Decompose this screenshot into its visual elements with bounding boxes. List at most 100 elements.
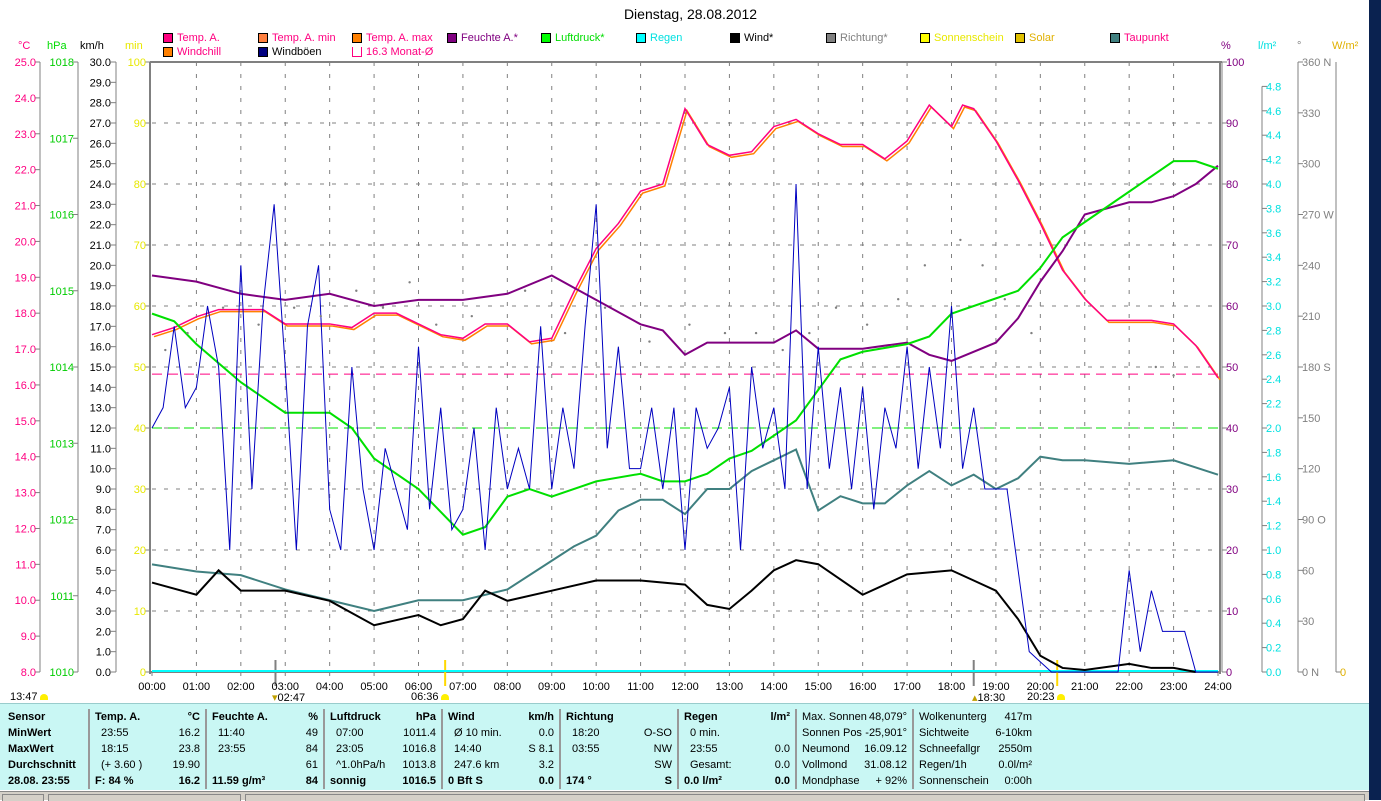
x-tick-label: 00:00	[138, 681, 166, 693]
value: 0.0	[774, 743, 790, 755]
axis-label-temp: 9.0	[21, 631, 36, 643]
label: Neumond	[802, 743, 850, 755]
label: Luftdruck	[330, 711, 381, 723]
column-header: Wind km/h	[448, 709, 554, 725]
event-marker: ▾02:47	[272, 691, 305, 704]
axis-label-direction: 0 N	[1302, 667, 1319, 679]
value: 0.0	[774, 759, 790, 771]
event-time: 06:36	[411, 691, 439, 703]
axis-label-temp: 18.0	[15, 308, 36, 320]
axis-label-wind: 0.0	[96, 667, 111, 679]
value: 0.0l/m²	[998, 759, 1032, 771]
axis-label-sun: 90	[134, 118, 146, 130]
info-row: Neumond 16.09.12	[802, 741, 907, 757]
legend-label: Windchill	[177, 46, 222, 58]
axis-label-direction: 180 S	[1302, 362, 1331, 374]
legend-item: Feuchte A.*	[447, 32, 518, 44]
stat-row: F: 84 % 16.2	[95, 773, 200, 789]
axis-label-rain: 2.8	[1266, 325, 1281, 337]
legend-label: Temp. A. min	[272, 32, 336, 44]
event-time: 20:23	[1027, 691, 1055, 703]
x-tick-label: 24:00	[1204, 681, 1232, 693]
x-tick-label: 11:00	[627, 681, 654, 693]
info-row: Regen/1h 0.0l/m²	[919, 757, 1032, 773]
direction-point	[1154, 365, 1158, 369]
axis-label-wind: 29.0	[90, 77, 111, 89]
axis-label-humidity: 10	[1226, 606, 1238, 618]
axis-label-rain: 3.2	[1266, 277, 1281, 289]
column-header: Luftdruck hPa	[330, 709, 436, 725]
direction-point	[221, 306, 225, 309]
direction-point	[603, 306, 607, 309]
label: 23:55	[101, 727, 129, 739]
value: 1016.5	[402, 775, 436, 787]
axis-label-rain: 1.6	[1266, 472, 1281, 484]
axis-label-rain: 4.4	[1266, 130, 1281, 142]
label: Regen	[684, 711, 718, 723]
axis-label-humidity: 100	[1226, 57, 1244, 69]
axis-label-humidity: 30	[1226, 484, 1238, 496]
x-tick-label: 20:00	[1027, 681, 1055, 693]
stat-row: (+ 3.60 ) 19.90	[95, 757, 200, 773]
label	[212, 757, 218, 773]
axis-label-wind: 20.0	[90, 260, 111, 272]
axis-label-wind: 6.0	[96, 545, 111, 557]
x-tick-label: 13:00	[716, 681, 744, 693]
axis-label-wind: 15.0	[90, 362, 111, 374]
value: 0.0	[774, 775, 790, 787]
legend-swatch	[258, 33, 268, 43]
x-tick-label: 14:00	[760, 681, 788, 693]
axis-label-direction: 360 N	[1302, 57, 1331, 69]
axis-label-direction: 90 O	[1302, 515, 1326, 527]
axis-label-pressure: 1016	[50, 210, 74, 222]
axis-label-rain: 0.8	[1266, 569, 1281, 581]
label: Wolkenunterg	[919, 711, 987, 723]
unit-pressure: hPa	[47, 40, 67, 52]
event-marker: 20:23	[1027, 691, 1065, 703]
stat-row: 0 min.	[684, 725, 790, 741]
legend-swatch	[541, 33, 551, 43]
label: 0.0 l/m²	[684, 775, 722, 787]
x-tick-label: 02:00	[227, 681, 255, 693]
x-tick-label: 09:00	[538, 681, 566, 693]
x-tick-label: 05:00	[360, 681, 388, 693]
value: 1013.8	[402, 759, 436, 771]
pressure-column: Luftdruck hPa 07:00 1011.4 23:05 1016.8 ^1.0hP…	[323, 709, 441, 789]
info-row: Mondphase + 92%	[802, 773, 907, 789]
direction-point	[688, 323, 691, 326]
axis-label-wind: 1.0	[96, 647, 111, 659]
direction-point	[648, 340, 651, 343]
value: NW	[653, 743, 672, 755]
sensor-label: Durchschnitt	[8, 759, 76, 771]
label	[566, 757, 572, 773]
sun-icon	[440, 694, 449, 700]
value: l/m²	[770, 711, 790, 723]
legend-label: 16.3 Monat-Ø	[366, 46, 434, 58]
axis-label-direction: 240	[1302, 260, 1320, 272]
x-tick-label: 03:00	[271, 681, 299, 693]
label: Gesamt:	[690, 759, 732, 771]
legend-swatch	[352, 47, 362, 57]
axis-label-wind: 25.0	[90, 159, 111, 171]
value: 3.2	[538, 759, 554, 771]
axis-label-rain: 1.4	[1266, 496, 1281, 508]
value: 23.8	[178, 743, 200, 755]
axis-label-wind: 21.0	[90, 240, 111, 252]
value: 19.90	[172, 759, 200, 771]
axis-label-pressure: 1014	[50, 362, 74, 374]
x-tick-label: 19:00	[982, 681, 1010, 693]
axis-label-direction: 300	[1302, 159, 1320, 171]
value: 84	[305, 743, 318, 755]
sensor-label: Sensor	[8, 711, 46, 723]
axis-label-humidity: 60	[1226, 301, 1238, 313]
x-tick-label: 08:00	[494, 681, 522, 693]
label: Temp. A.	[95, 711, 141, 723]
direction-point	[1030, 331, 1033, 335]
axis-label-sun: 70	[134, 240, 146, 252]
label: 11:40	[218, 727, 245, 739]
axis-label-sun: 60	[134, 301, 146, 313]
axis-label-temp: 13.0	[15, 488, 36, 500]
direction-point	[319, 314, 322, 318]
unit-solar: W/m²	[1332, 40, 1359, 52]
label: 07:00	[336, 727, 364, 739]
